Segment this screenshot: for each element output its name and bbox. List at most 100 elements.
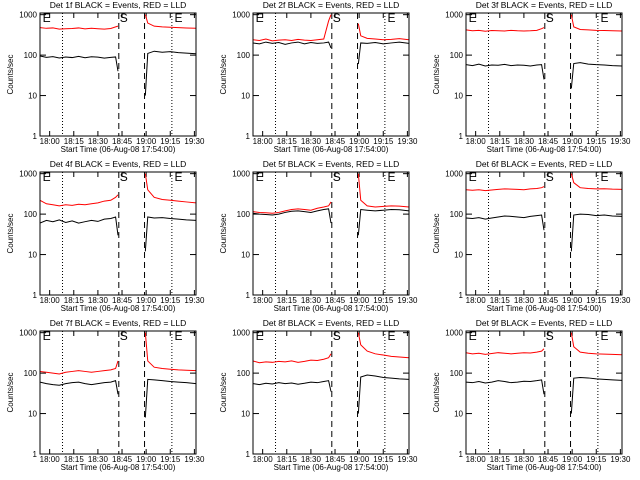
y-tick-label: 1 xyxy=(246,291,251,300)
x-tick-label: 19:15 xyxy=(373,137,394,146)
data-line xyxy=(253,332,409,364)
x-tick-label: 18:30 xyxy=(88,296,109,305)
x-tick-label: 19:15 xyxy=(373,455,394,464)
data-line xyxy=(253,41,409,65)
x-tick-label: 19:30 xyxy=(184,137,205,146)
y-axis-label: Counts/sec xyxy=(219,213,228,253)
data-line xyxy=(40,173,196,207)
x-tick-label: 19:30 xyxy=(184,296,205,305)
y-axis-label: Counts/sec xyxy=(219,372,228,412)
data-line xyxy=(40,50,196,96)
y-tick-label: 10 xyxy=(454,251,463,260)
panel: Det 3f BLACK = Events, RED = LLD Start Ti… xyxy=(432,0,631,154)
x-tick-label: 18:00 xyxy=(40,137,61,146)
y-axis-label: Counts/sec xyxy=(219,54,228,94)
x-tick-label: 19:30 xyxy=(397,296,418,305)
y-tick-label: 100 xyxy=(237,51,251,60)
y-tick-label: 100 xyxy=(24,210,38,219)
x-tick-label: 19:00 xyxy=(562,137,583,146)
x-tick-label: 18:30 xyxy=(514,296,535,305)
x-tick-label: 18:15 xyxy=(277,455,298,464)
x-tick-label: 19:00 xyxy=(349,137,370,146)
x-tick-label: 19:30 xyxy=(184,455,205,464)
x-tick-label: 18:45 xyxy=(112,296,133,305)
plot-frame xyxy=(39,12,197,137)
y-tick-label: 1 xyxy=(459,132,464,141)
x-tick-label: 18:45 xyxy=(325,455,346,464)
x-tick-label: 18:45 xyxy=(538,455,559,464)
x-tick-label: 18:45 xyxy=(325,137,346,146)
plot-frame xyxy=(39,330,197,455)
y-tick-label: 1000 xyxy=(445,170,463,179)
panel: Det 9f BLACK = Events, RED = LLD Start Ti… xyxy=(432,318,631,472)
x-tick-label: 18:15 xyxy=(277,296,298,305)
panel: Det 7f BLACK = Events, RED = LLD Start Ti… xyxy=(6,318,205,472)
x-tick-label: 18:15 xyxy=(490,137,511,146)
y-tick-label: 100 xyxy=(237,210,251,219)
x-tick-label: 19:30 xyxy=(397,137,418,146)
x-tick-label: 18:00 xyxy=(253,296,274,305)
annotation: E xyxy=(256,11,264,25)
x-tick-label: 18:45 xyxy=(112,137,133,146)
data-line xyxy=(466,173,622,192)
x-tick-label: 19:00 xyxy=(562,296,583,305)
data-line xyxy=(466,14,622,32)
x-tick-label: 19:00 xyxy=(136,455,157,464)
x-tick-label: 18:30 xyxy=(514,137,535,146)
y-tick-label: 100 xyxy=(237,369,251,378)
y-axis-label: Counts/sec xyxy=(432,372,441,412)
x-tick-label: 18:00 xyxy=(40,296,61,305)
annotation: E xyxy=(174,170,182,184)
x-tick-label: 19:15 xyxy=(586,455,607,464)
y-tick-label: 1000 xyxy=(19,329,37,338)
y-tick-label: 100 xyxy=(450,210,464,219)
x-tick-label: 19:15 xyxy=(586,137,607,146)
annotation: E xyxy=(43,11,51,25)
annotation: E xyxy=(600,329,608,343)
x-axis-label: Start Time (06-Aug-08 17:54:00) xyxy=(274,463,389,472)
x-tick-label: 18:15 xyxy=(490,296,511,305)
y-tick-label: 1 xyxy=(33,291,38,300)
y-tick-label: 10 xyxy=(454,92,463,101)
y-tick-label: 100 xyxy=(450,369,464,378)
data-line xyxy=(253,14,409,42)
x-tick-label: 18:45 xyxy=(538,296,559,305)
y-tick-label: 100 xyxy=(450,51,464,60)
x-tick-label: 18:00 xyxy=(253,455,274,464)
x-tick-label: 18:30 xyxy=(88,137,109,146)
data-line xyxy=(466,376,622,414)
y-tick-label: 1000 xyxy=(232,11,250,20)
chart-title: Det 4f BLACK = Events, RED = LLD xyxy=(50,159,187,169)
x-tick-label: 19:15 xyxy=(160,455,181,464)
x-tick-label: 18:00 xyxy=(466,455,487,464)
data-line xyxy=(40,216,196,252)
plot-frame xyxy=(252,12,410,137)
y-axis-label: Counts/sec xyxy=(6,54,15,94)
x-tick-label: 18:15 xyxy=(64,296,85,305)
annotation: S xyxy=(546,170,554,184)
y-tick-label: 1 xyxy=(246,132,251,141)
x-tick-label: 19:30 xyxy=(610,455,631,464)
x-tick-label: 18:00 xyxy=(466,137,487,146)
data-line xyxy=(466,213,622,252)
y-tick-label: 1000 xyxy=(19,170,37,179)
plot-frame xyxy=(465,12,623,137)
x-tick-label: 19:15 xyxy=(160,137,181,146)
y-axis-label: Counts/sec xyxy=(6,372,15,412)
annotation: S xyxy=(546,329,554,343)
data-line xyxy=(40,332,196,375)
x-axis-label: Start Time (06-Aug-08 17:54:00) xyxy=(61,304,176,313)
chart-title: Det 3f BLACK = Events, RED = LLD xyxy=(476,0,613,10)
annotation: E xyxy=(256,329,264,343)
x-axis-label: Start Time (06-Aug-08 17:54:00) xyxy=(274,145,389,154)
annotation: E xyxy=(387,329,395,343)
x-axis-label: Start Time (06-Aug-08 17:54:00) xyxy=(61,463,176,472)
x-tick-label: 18:00 xyxy=(253,137,274,146)
plot-frame xyxy=(252,330,410,455)
x-tick-label: 18:45 xyxy=(538,137,559,146)
x-tick-label: 18:45 xyxy=(112,455,133,464)
y-tick-label: 1000 xyxy=(232,329,250,338)
y-tick-label: 1000 xyxy=(445,11,463,20)
x-tick-label: 19:30 xyxy=(397,455,418,464)
annotation: E xyxy=(174,11,182,25)
